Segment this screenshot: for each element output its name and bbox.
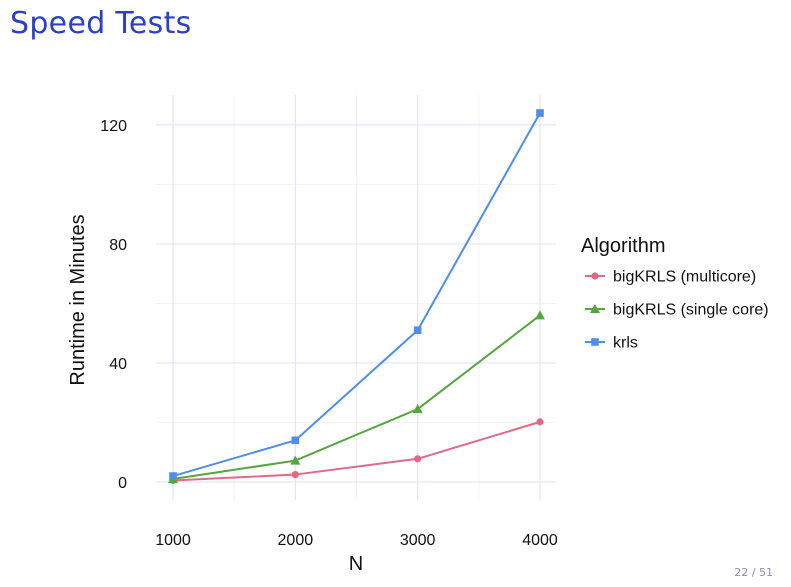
- data-point-circle: [291, 470, 299, 479]
- tick-labels: 0 40 80 120 1000 2000 3000 4000: [100, 118, 558, 549]
- x-axis-title: N: [349, 553, 363, 575]
- series-lines: [172, 112, 541, 482]
- series-line-2: [172, 314, 541, 481]
- y-tick-label: 80: [109, 237, 127, 254]
- data-point-square: [536, 109, 544, 117]
- data-point-square: [291, 436, 300, 445]
- y-tick-label: 120: [100, 118, 127, 135]
- data-point-circle: [414, 455, 422, 463]
- series-line-3: [172, 112, 541, 478]
- y-tick-label: 40: [109, 356, 127, 373]
- legend-label: bigKRLS (multicore): [613, 269, 756, 286]
- x-tick-label: 1000: [155, 532, 191, 549]
- legend-key-marker: [591, 338, 599, 346]
- legend-key-marker: [590, 304, 600, 313]
- data-point-triangle: [412, 404, 423, 414]
- x-tick-label: 4000: [522, 532, 558, 549]
- x-tick-label: 2000: [278, 532, 314, 549]
- series-line-1: [172, 420, 541, 482]
- data-point-square: [413, 326, 422, 335]
- page-number: 22 / 51: [734, 566, 773, 579]
- legend-label: krls: [613, 335, 638, 352]
- legend-title: Algorithm: [581, 235, 665, 257]
- legend: Algorithm bigKRLS (multicore) bigKRLS (si…: [581, 235, 769, 352]
- data-point-square: [169, 472, 177, 480]
- legend-items: bigKRLS (multicore) bigKRLS (single core)…: [585, 269, 769, 352]
- legend-label: bigKRLS (single core): [613, 302, 769, 319]
- data-point-triangle: [535, 310, 545, 320]
- series-markers: [168, 109, 545, 485]
- y-tick-label: 0: [118, 475, 127, 492]
- data-point-circle: [536, 418, 544, 426]
- x-tick-label: 3000: [400, 532, 436, 549]
- legend-key-marker: [591, 272, 599, 280]
- slide-title: Speed Tests: [10, 6, 192, 41]
- grid: [156, 95, 556, 500]
- data-point-triangle: [290, 455, 301, 465]
- y-axis-title: Runtime in Minutes: [67, 214, 89, 385]
